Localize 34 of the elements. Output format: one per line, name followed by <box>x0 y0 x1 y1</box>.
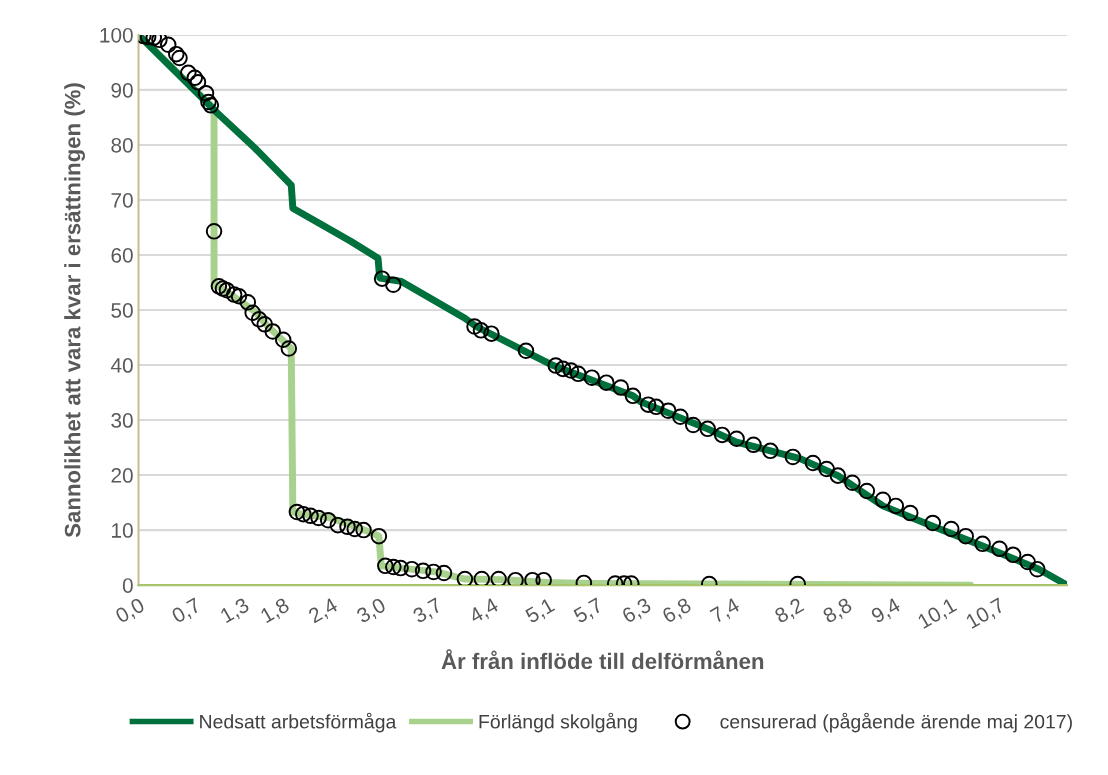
x-tick-label: 6,3 <box>621 597 654 626</box>
x-tick-label: 9,4 <box>870 597 903 626</box>
y-tick-label: 10 <box>112 523 133 538</box>
legend-label: censurerad (pågående ärende maj 2017) <box>720 712 1072 733</box>
y-tick-label: 50 <box>111 303 133 318</box>
x-axis-title: År från inflöde till delförmånen <box>441 649 764 670</box>
y-tick-label: 70 <box>111 192 133 208</box>
y-tick-label: 30 <box>111 413 133 428</box>
x-tick-label: 4,4 <box>467 597 501 626</box>
y-tick-label: 100 <box>100 27 133 43</box>
y-tick-label: 40 <box>110 358 133 373</box>
x-tick-label: 5,7 <box>572 597 605 626</box>
x-tick-label: 3,0 <box>355 597 388 626</box>
x-tick-label: 8,8 <box>821 597 855 626</box>
x-tick-label: 1,3 <box>219 597 252 626</box>
x-tick-label: 2,4 <box>307 597 340 626</box>
x-tick-label: 3,7 <box>411 597 444 626</box>
y-tick-label: 0 <box>122 578 133 593</box>
x-tick-label: 0,0 <box>114 597 147 626</box>
y-tick-label: 60 <box>111 247 133 263</box>
y-tick-label: 20 <box>111 468 133 483</box>
x-tick-label: 10,1 <box>916 597 959 632</box>
x-tick-label: 1,8 <box>259 597 292 626</box>
x-tick-label: 7,4 <box>709 597 742 626</box>
x-tick-label: 8,2 <box>773 597 806 626</box>
x-tick-label: 5,1 <box>524 597 557 626</box>
y-tick-label: 90 <box>111 82 133 98</box>
legend-label: Förlängd skolgång <box>479 712 637 733</box>
x-tick-label: 6,8 <box>661 597 694 626</box>
y-tick-label: 80 <box>111 137 133 153</box>
legend-label: Nedsatt arbetsförmåga <box>200 712 397 733</box>
x-tick-label: 0,7 <box>170 597 203 626</box>
x-tick-label: 10,7 <box>965 597 1007 632</box>
y-axis-title: Sannolikhet att vara kvar i ersättningen (%) <box>64 83 85 538</box>
